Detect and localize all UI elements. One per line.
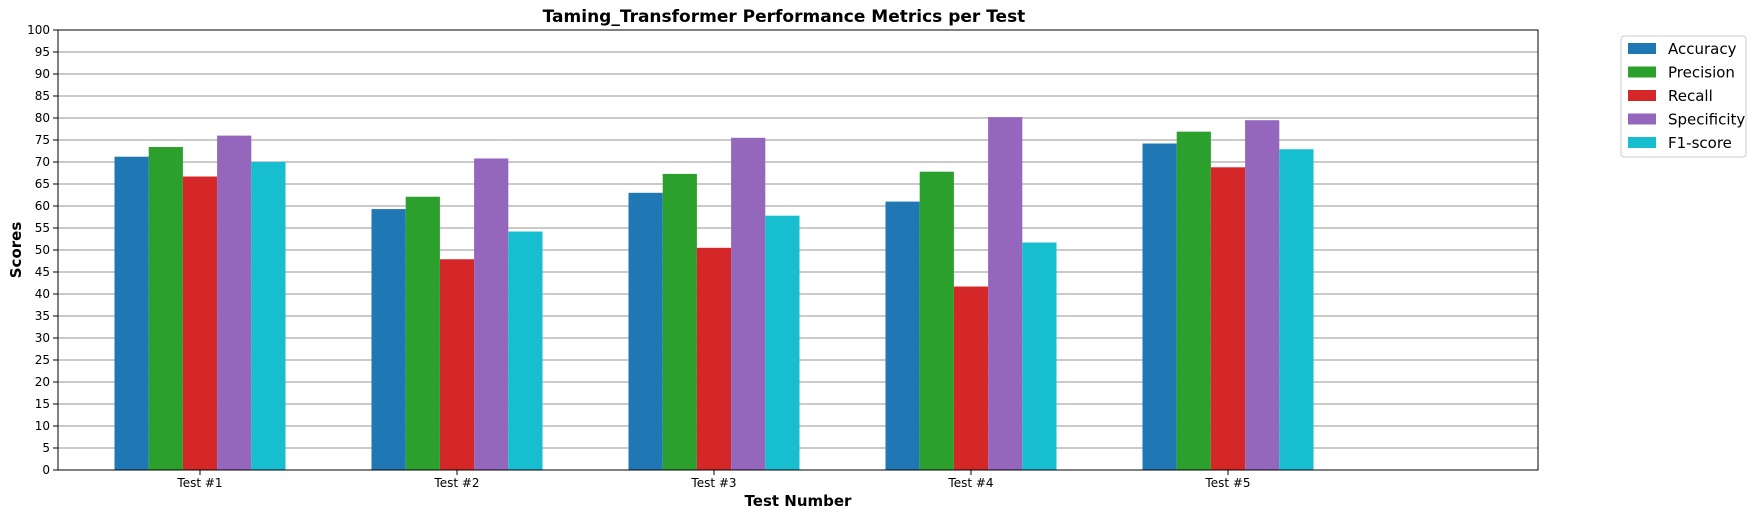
bar-f1-score-4 [1022, 242, 1057, 470]
legend-box [1620, 35, 1747, 158]
bar-accuracy-2 [371, 209, 406, 470]
y-tick-label: 75 [35, 133, 50, 147]
y-tick-label: 40 [35, 287, 50, 301]
bar-recall-1 [182, 176, 218, 470]
legend-swatch [1628, 43, 1656, 54]
y-tick-label: 25 [35, 353, 50, 367]
legend-swatch [1628, 137, 1656, 148]
bar-f1-score-2 [508, 231, 543, 470]
bar-specificity-1 [217, 135, 252, 470]
bar-recall-5 [1210, 167, 1246, 470]
bar-precision-1 [148, 147, 183, 471]
bar-specificity-2 [474, 158, 509, 471]
y-tick-label: 95 [35, 45, 50, 59]
y-tick-label: 45 [35, 265, 50, 279]
bar-recall-2 [439, 259, 475, 470]
x-tick-label: Test #4 [947, 476, 993, 490]
y-axis-label: Scores [7, 222, 25, 279]
legend-label: F1-score [1668, 134, 1732, 152]
legend-items: Accuracy Precision Recall Specificity F1-sco… [1628, 40, 1745, 152]
y-tick-label: 35 [35, 309, 50, 323]
legend-swatch [1628, 66, 1656, 78]
y-tick-label: 65 [35, 177, 50, 191]
x-tick-label: Test #1 [176, 476, 222, 490]
bar-f1-score-5 [1279, 149, 1314, 471]
x-axis-label: Test Number [745, 492, 853, 510]
y-tick-label: 30 [35, 331, 50, 345]
bar-recall-4 [953, 286, 989, 470]
x-tick-label: Test #5 [1204, 476, 1250, 490]
y-tick-label: 50 [35, 243, 50, 257]
plot-frame [57, 29, 1539, 471]
y-tick-label: 60 [35, 199, 50, 213]
y-tick-label: 70 [35, 155, 50, 169]
bar-f1-score-3 [765, 215, 800, 470]
bar-specificity-5 [1245, 120, 1280, 470]
y-tick-label: 15 [35, 397, 50, 411]
bar-recall-3 [696, 247, 732, 470]
legend-label: Precision [1668, 64, 1735, 82]
bar-specificity-3 [731, 137, 766, 471]
bar-precision-3 [662, 173, 697, 470]
bar-f1-score-1 [251, 162, 286, 470]
y-tick-label: 90 [35, 67, 50, 81]
y-tick-label: 0 [42, 463, 50, 477]
bar-precision-2 [405, 196, 440, 470]
x-tick-label: Test #3 [690, 476, 736, 490]
bar-specificity-4 [988, 117, 1023, 471]
legend-swatch [1628, 90, 1656, 101]
x-axis-ticks: Test #1 Test #2 Test #3 Test #4 Test #5 [176, 470, 1251, 490]
bar-accuracy-5 [1142, 143, 1177, 470]
y-tick-label: 85 [35, 89, 50, 103]
y-tick-label: 5 [42, 441, 50, 455]
chart-title: Taming_Transformer Performance Metrics p… [543, 7, 1026, 27]
legend-swatch [1628, 113, 1656, 125]
bar-accuracy-3 [628, 192, 663, 471]
bars [114, 117, 1314, 471]
legend-label: Specificity [1668, 111, 1745, 129]
legend-label: Accuracy [1668, 40, 1737, 58]
legend: Accuracy Precision Recall Specificity F1-sco… [1620, 35, 1747, 158]
y-tick-label: 20 [35, 375, 50, 389]
y-tick-label: 80 [35, 111, 50, 125]
y-tick-label: 100 [27, 23, 50, 37]
y-tick-label: 10 [35, 419, 50, 433]
bar-accuracy-4 [885, 201, 920, 470]
y-tick-label: 55 [35, 221, 50, 235]
bar-precision-5 [1176, 131, 1211, 470]
bar-accuracy-1 [114, 156, 149, 470]
bar-precision-4 [919, 171, 954, 470]
y-axis-ticks: 0 5 10 15 20 25 30 35 40 45 50 55 60 65 70 75 80 85 90 95 10… [27, 23, 58, 477]
x-tick-label: Test #2 [433, 476, 479, 490]
legend-label: Recall [1668, 87, 1713, 105]
